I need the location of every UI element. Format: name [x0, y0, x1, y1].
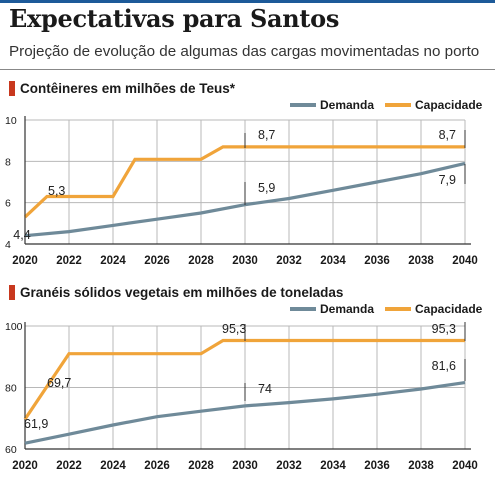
- x-tick-label: 2022: [56, 460, 82, 472]
- data-label: 8,7: [439, 128, 456, 142]
- series-line-demanda: [24, 381, 466, 445]
- x-tick-label: 2040: [452, 255, 478, 267]
- x-tick-label: 2022: [56, 255, 82, 267]
- data-label: 7,9: [439, 173, 456, 187]
- x-tick-label: 2026: [144, 255, 170, 267]
- legend-label-demanda: Demanda: [320, 302, 374, 316]
- x-tick-label: 2032: [276, 460, 302, 472]
- x-tick-label: 2040: [452, 460, 478, 472]
- x-tick-label: 2024: [100, 460, 126, 472]
- series-line-capacidade: [23, 145, 465, 219]
- chart-graneis: Granéis sólidos vegetais em milhões de t…: [5, 285, 483, 472]
- y-tick-label: 100: [5, 321, 23, 333]
- y-tick-label: 60: [5, 444, 17, 456]
- legend-label-demanda: Demanda: [320, 98, 374, 112]
- header-divider: [0, 69, 495, 70]
- x-tick-label: 2020: [12, 255, 38, 267]
- y-tick-label: 6: [5, 198, 11, 210]
- y-tick-label: 10: [5, 115, 17, 127]
- x-tick-label: 2032: [276, 255, 302, 267]
- x-tick-label: 2038: [408, 460, 434, 472]
- y-tick-label: 8: [5, 156, 11, 168]
- page-subtitle: Projeção de evolução de algumas das carg…: [9, 43, 480, 60]
- x-tick-label: 2038: [408, 255, 434, 267]
- x-tick-label: 2030: [232, 460, 258, 472]
- x-tick-label: 2028: [188, 460, 214, 472]
- legend-label-capacidade: Capacidade: [415, 98, 483, 112]
- x-tick-label: 2036: [364, 460, 390, 472]
- series-line-capacidade: [23, 338, 465, 421]
- data-label: 61,9: [24, 417, 48, 431]
- data-label: 4,4: [13, 228, 30, 242]
- data-label: 5,3: [48, 184, 65, 198]
- data-label: 95,3: [432, 322, 456, 336]
- x-tick-label: 2020: [12, 460, 38, 472]
- panel-title: Contêineres em milhões de Teus*: [20, 81, 236, 96]
- legend-label-capacidade: Capacidade: [415, 302, 483, 316]
- data-label: 69,7: [47, 376, 71, 390]
- x-tick-label: 2024: [100, 255, 126, 267]
- page-title: Expectativas para Santos: [9, 4, 340, 33]
- data-label: 8,7: [258, 128, 275, 142]
- y-tick-label: 80: [5, 383, 17, 395]
- data-label: 81,6: [432, 359, 456, 373]
- panel-title-marker: [9, 81, 15, 96]
- x-tick-label: 2034: [320, 460, 346, 472]
- chart-conteineres: Contêineres em milhões de Teus* Demanda Ca…: [5, 81, 483, 267]
- x-tick-label: 2030: [232, 255, 258, 267]
- x-tick-label: 2026: [144, 460, 170, 472]
- x-tick-label: 2034: [320, 255, 346, 267]
- panel-title: Granéis sólidos vegetais em milhões de t…: [20, 285, 343, 300]
- x-tick-label: 2036: [364, 255, 390, 267]
- top-accent-line: [0, 0, 495, 3]
- data-label: 5,9: [258, 181, 275, 195]
- panel-title-marker: [9, 285, 15, 300]
- y-tick-label: 4: [5, 239, 11, 251]
- data-label: 74: [258, 382, 272, 396]
- data-label: 95,3: [222, 322, 246, 336]
- x-tick-label: 2028: [188, 255, 214, 267]
